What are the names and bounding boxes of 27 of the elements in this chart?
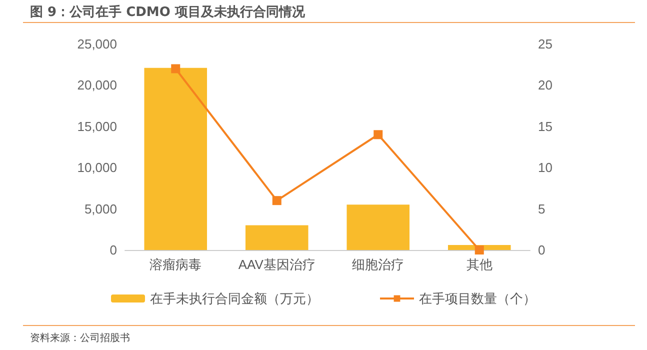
x-tick-label: AAV基因治疗 bbox=[238, 257, 316, 272]
y2-tick-label: 20 bbox=[538, 78, 552, 93]
bar bbox=[144, 68, 208, 250]
point bbox=[474, 246, 484, 254]
y2-tick-label: 15 bbox=[538, 118, 552, 134]
point bbox=[272, 196, 282, 206]
y-tick-label: 5,000 bbox=[84, 201, 117, 216]
y-tick-label: 0 bbox=[110, 242, 117, 258]
chart-title: 图 9：公司在手 CDMO 项目及未执行合同情况 bbox=[30, 4, 305, 21]
bar bbox=[346, 204, 410, 250]
y-tick-label: 15,000 bbox=[77, 118, 117, 134]
bar bbox=[245, 225, 308, 250]
y-tick-label: 25,000 bbox=[77, 36, 117, 52]
y-tick-label: 10,000 bbox=[77, 160, 117, 176]
legend-label: 在手未执行合同金额（万元） bbox=[150, 291, 319, 306]
point bbox=[171, 64, 180, 74]
y2-tick-label: 25 bbox=[538, 36, 552, 52]
text: 资料来源：公司招股书 bbox=[30, 332, 130, 345]
y2-tick-label: 10 bbox=[538, 160, 552, 176]
y2-tick-label: 5 bbox=[538, 201, 546, 216]
x-tick-label: 溶瘤病毒 bbox=[150, 257, 202, 272]
y2-tick-label: 0 bbox=[538, 242, 546, 258]
x-tick-label: 其他 bbox=[466, 257, 492, 272]
y-tick-label: 20,000 bbox=[77, 78, 117, 93]
legend-label: 在手项目数量（个） bbox=[419, 291, 536, 306]
x-tick-label: 细胞治疗 bbox=[352, 257, 404, 272]
point bbox=[374, 130, 383, 140]
